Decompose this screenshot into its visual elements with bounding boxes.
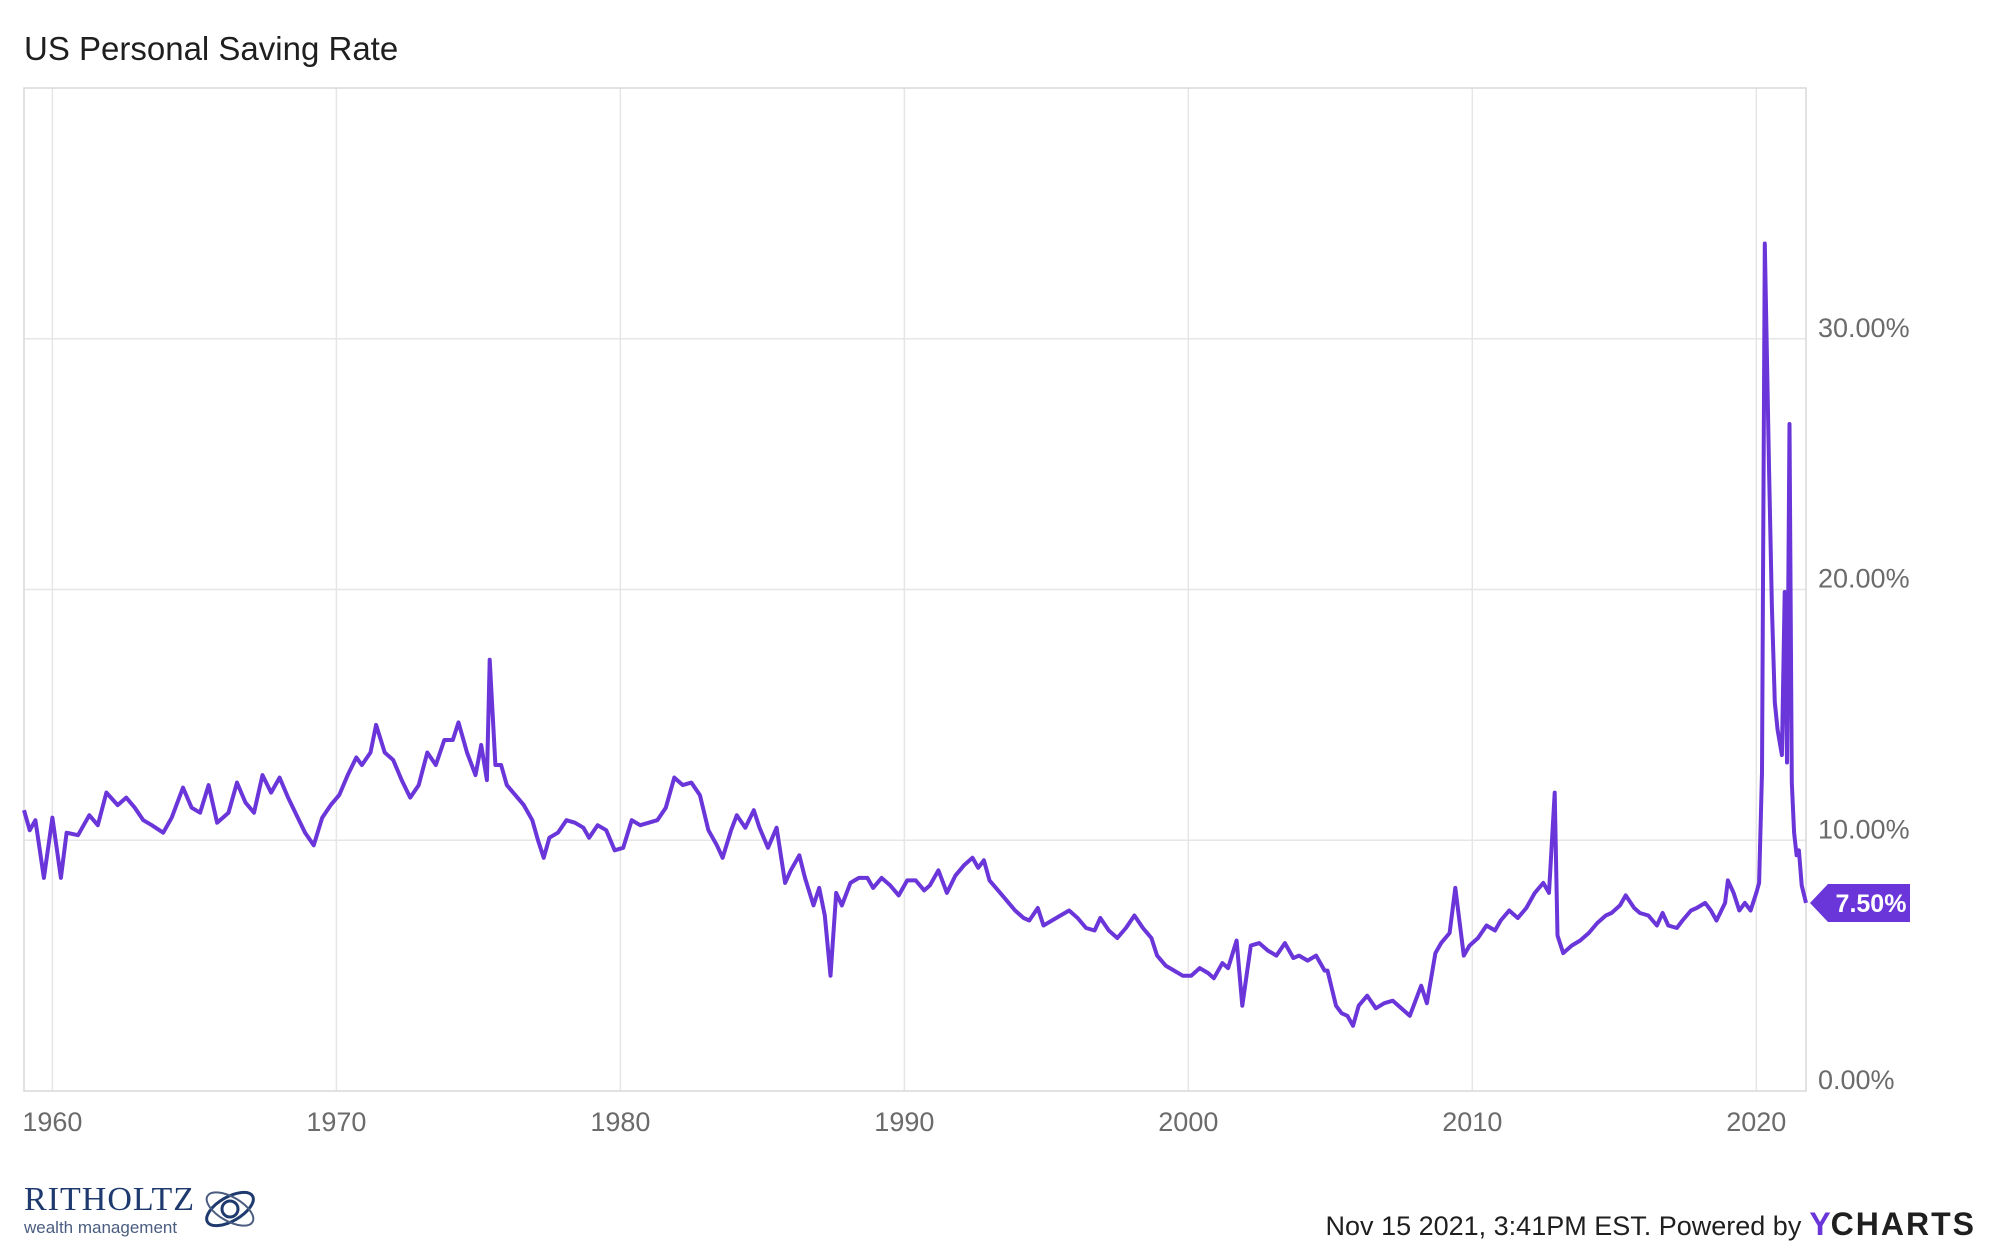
- y-tick-label: 20.00%: [1818, 564, 1910, 594]
- y-tick-label: 10.00%: [1818, 814, 1910, 844]
- x-tick-label: 2010: [1442, 1107, 1502, 1137]
- x-tick-label: 1970: [306, 1107, 366, 1137]
- x-tick-label: 1960: [22, 1107, 82, 1137]
- ritholtz-emblem-icon: [205, 1190, 255, 1228]
- x-axis-ticks: 1960 1970 1980 1990 2000 2010 2020: [22, 1107, 1786, 1137]
- x-tick-label: 1990: [874, 1107, 934, 1137]
- timestamp-text: Nov 15 2021, 3:41PM EST. Powered by: [1325, 1211, 1802, 1241]
- last-value-tag-shape: [1810, 883, 1910, 922]
- logo-subtitle: wealth management: [24, 1217, 178, 1237]
- last-value-label: 7.50%: [1836, 890, 1907, 918]
- chart-title: US Personal Saving Rate: [24, 30, 399, 67]
- plot-frame: [23, 87, 1807, 1092]
- y-tick-label: 0.00%: [1818, 1065, 1895, 1095]
- ritholtz-logo: RITHOLTZ wealth management: [24, 1178, 261, 1240]
- logo-name: RITHOLTZ: [24, 1180, 196, 1218]
- last-value-tag: 7.50%: [1810, 883, 1910, 922]
- ycharts-logo-text: CHARTS: [1830, 1206, 1976, 1242]
- x-tick-label: 2000: [1158, 1107, 1218, 1137]
- y-axis-ticks: 0.00% 10.00% 20.00% 30.00%: [1818, 313, 1910, 1095]
- x-tick-label: 2020: [1726, 1107, 1786, 1137]
- y-tick-label: 30.00%: [1818, 313, 1910, 343]
- ycharts-attribution: Nov 15 2021, 3:41PM EST. Powered by Y CHA…: [1326, 1206, 1976, 1243]
- saving-rate-line: [22, 241, 1808, 1028]
- ycharts-logo-y: Y: [1809, 1206, 1831, 1242]
- x-tick-label: 1980: [590, 1107, 650, 1137]
- grid-layer: [24, 88, 1806, 1091]
